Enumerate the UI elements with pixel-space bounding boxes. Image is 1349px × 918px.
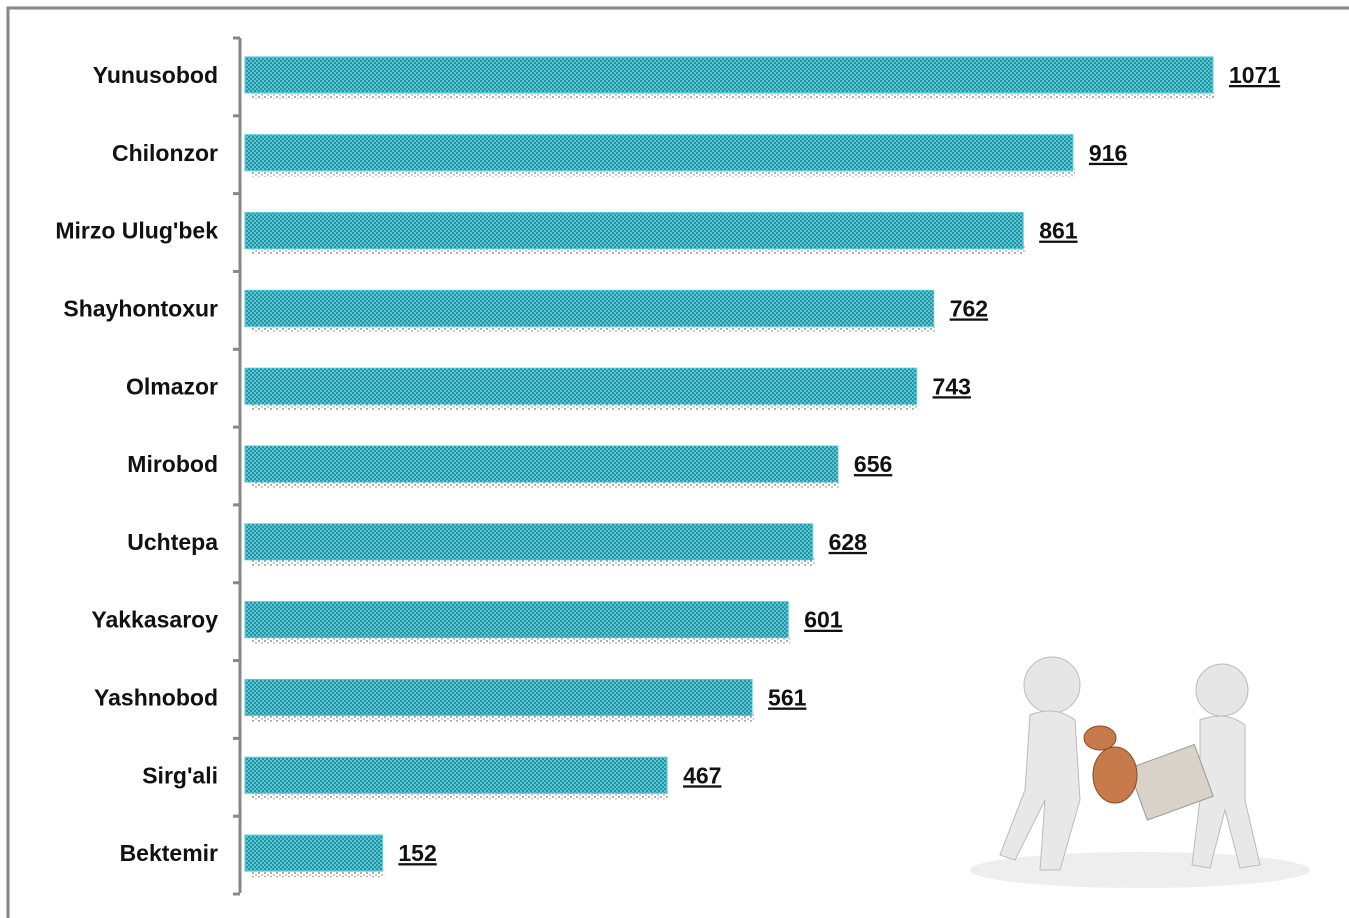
y-tick-label: Mirobod — [127, 451, 218, 477]
bar — [244, 756, 668, 794]
bar-shadow — [251, 246, 1026, 255]
y-tick-label: Olmazor — [126, 373, 218, 399]
value-label: 467 — [683, 762, 721, 788]
y-tick-label: Yakkasaroy — [91, 607, 218, 633]
value-label: 561 — [768, 685, 807, 711]
bar-shadow — [251, 90, 1215, 99]
bar-shadow — [251, 713, 755, 722]
value-label: 152 — [398, 840, 436, 866]
value-label: 762 — [950, 295, 988, 321]
bar — [244, 289, 935, 327]
bar-shadow — [251, 324, 936, 333]
value-label: 743 — [933, 373, 971, 399]
bar — [244, 134, 1074, 172]
bar-shadow — [251, 635, 791, 644]
y-tick-label: Uchtepa — [127, 529, 218, 555]
value-label: 1071 — [1229, 62, 1280, 88]
bar — [244, 601, 789, 639]
frame — [6, 6, 1349, 918]
y-tick-label: Bektemir — [120, 840, 218, 866]
bar — [244, 367, 918, 405]
value-label: 861 — [1039, 218, 1078, 244]
bar — [244, 212, 1024, 250]
bar-shadow — [251, 557, 815, 566]
value-label: 656 — [854, 451, 892, 477]
bar-shadow — [251, 791, 670, 800]
value-label: 628 — [829, 529, 868, 555]
value-label: 916 — [1089, 140, 1127, 166]
y-tick-label: Chilonzor — [112, 140, 218, 166]
bar — [244, 678, 753, 716]
bar — [244, 445, 839, 483]
y-tick-label: Shayhontoxur — [63, 295, 218, 321]
bar — [244, 834, 383, 872]
bar — [244, 523, 814, 561]
value-label: 601 — [804, 607, 843, 633]
y-tick-label: Yunusobod — [93, 62, 218, 88]
y-tick-label: Mirzo Ulug'bek — [55, 218, 218, 244]
bar — [244, 56, 1214, 94]
bar-shadow — [251, 402, 919, 411]
bar-shadow — [251, 869, 385, 878]
y-tick-label: Yashnobod — [94, 685, 218, 711]
bar-shadow — [251, 168, 1075, 177]
y-tick-label: Sirg'ali — [142, 762, 218, 788]
bar-shadow — [251, 480, 840, 488]
clipart — [970, 656, 1310, 888]
